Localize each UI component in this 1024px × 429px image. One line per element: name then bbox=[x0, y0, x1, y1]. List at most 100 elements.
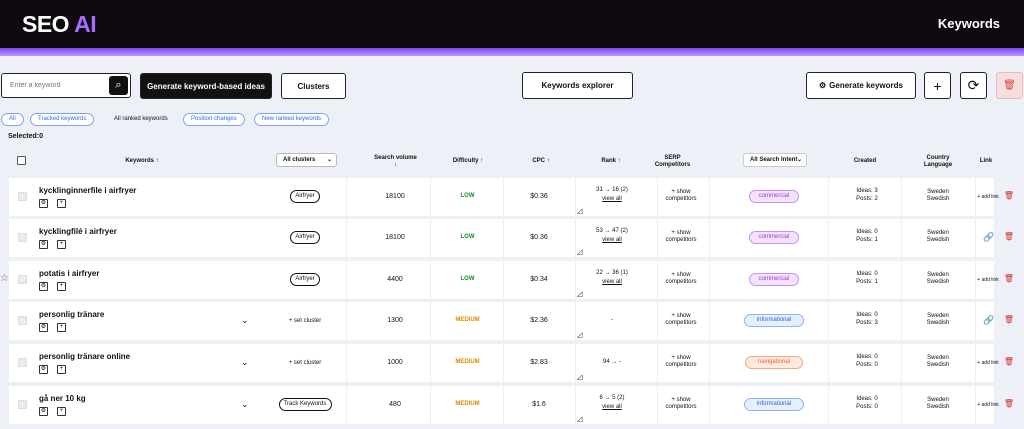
show-competitors-link[interactable]: + show competitors bbox=[665, 189, 697, 202]
generate-keyword-ideas-button[interactable]: Generate keyword-based ideas bbox=[140, 73, 272, 99]
intent-badge[interactable]: commercial bbox=[749, 190, 799, 203]
refresh-button[interactable]: ⟳ bbox=[960, 72, 987, 99]
cluster-pill[interactable]: Airfryer bbox=[290, 273, 320, 286]
keywords-explorer-button[interactable]: Keywords explorer bbox=[522, 72, 633, 99]
difficulty-value: MEDIUM bbox=[455, 401, 480, 407]
view-all-link[interactable]: view all bbox=[602, 237, 622, 243]
search-icon[interactable]: ⌕ bbox=[109, 76, 128, 95]
add-icon[interactable]: + bbox=[57, 199, 66, 208]
divider bbox=[828, 386, 829, 424]
col-search-volume[interactable]: Search volume ↓ bbox=[374, 155, 417, 168]
clusters-button[interactable]: Clusters bbox=[281, 73, 346, 99]
search-intent-filter-dropdown[interactable]: All Search Intent ⌄ bbox=[743, 153, 807, 167]
chevron-down-icon[interactable]: ⌄ bbox=[241, 315, 249, 325]
set-cluster-link[interactable]: + set cluster bbox=[288, 318, 322, 324]
col-rank[interactable]: Rank ↑ bbox=[601, 158, 621, 164]
cluster-pill[interactable]: Airfryer bbox=[290, 190, 320, 203]
trash-icon[interactable]: 🗑 bbox=[1003, 191, 1015, 200]
keyword-search-input[interactable] bbox=[10, 82, 105, 89]
chart-icon[interactable]: ◿ bbox=[577, 208, 583, 215]
col-difficulty[interactable]: Difficulty ↑ bbox=[452, 158, 484, 164]
intent-badge[interactable]: commercial bbox=[749, 273, 799, 286]
trash-icon[interactable]: 🗑 bbox=[1003, 232, 1015, 241]
row-checkbox[interactable] bbox=[18, 233, 27, 242]
show-competitors-link[interactable]: + show competitors bbox=[665, 230, 697, 243]
cluster-pill[interactable]: Airfryer bbox=[290, 231, 320, 244]
filter-position-changes[interactable]: Position changes bbox=[183, 113, 245, 126]
trash-icon[interactable]: 🗑 bbox=[1003, 357, 1015, 366]
add-link-button[interactable]: + add link bbox=[977, 402, 999, 408]
chart-icon[interactable]: ◿ bbox=[577, 374, 583, 381]
settings-icon[interactable]: ⚙ bbox=[39, 407, 48, 416]
divider bbox=[975, 219, 976, 257]
add-keyword-button[interactable]: + bbox=[924, 72, 951, 99]
col-link: Link bbox=[979, 158, 993, 164]
logo[interactable]: SEO AI bbox=[22, 11, 97, 37]
view-all-link[interactable]: view all bbox=[602, 404, 622, 410]
settings-icon[interactable]: ⚙ bbox=[39, 365, 48, 374]
divider bbox=[430, 219, 431, 257]
settings-icon[interactable]: ⚙ bbox=[39, 323, 48, 332]
cpc-value: $2.83 bbox=[530, 359, 548, 366]
trash-icon[interactable]: 🗑 bbox=[1003, 399, 1015, 408]
divider bbox=[346, 302, 347, 340]
add-icon[interactable]: + bbox=[57, 407, 66, 416]
chart-icon[interactable]: ◿ bbox=[577, 332, 583, 339]
intent-badge[interactable]: informational bbox=[743, 314, 805, 327]
intent-badge[interactable]: navigational bbox=[745, 356, 803, 369]
star-icon[interactable]: ☆ bbox=[0, 273, 9, 284]
add-link-button[interactable]: + add link bbox=[977, 194, 999, 200]
show-competitors-link[interactable]: + show competitors bbox=[665, 313, 697, 326]
select-all-checkbox[interactable] bbox=[17, 156, 26, 165]
ideas-count: Ideas: 0 bbox=[856, 312, 878, 318]
filter-all-ranked-keywords[interactable]: All ranked keywords bbox=[114, 116, 168, 122]
divider bbox=[828, 344, 829, 382]
chart-icon[interactable]: ◿ bbox=[577, 291, 583, 298]
row-checkbox[interactable] bbox=[18, 275, 27, 284]
delete-selected-button[interactable]: 🗑 bbox=[996, 72, 1023, 99]
add-icon[interactable]: + bbox=[57, 282, 66, 291]
chevron-down-icon[interactable]: ⌄ bbox=[241, 357, 249, 367]
row-checkbox[interactable] bbox=[18, 192, 27, 201]
show-competitors-link[interactable]: + show competitors bbox=[665, 355, 697, 368]
settings-icon[interactable]: ⚙ bbox=[39, 240, 48, 249]
view-all-link[interactable]: view all bbox=[602, 196, 622, 202]
country-value: Sweden bbox=[927, 355, 949, 361]
add-icon[interactable]: + bbox=[57, 323, 66, 332]
add-icon[interactable]: + bbox=[57, 240, 66, 249]
chart-icon[interactable]: ◿ bbox=[577, 416, 583, 423]
show-competitors-link[interactable]: + show competitors bbox=[665, 397, 697, 410]
cpc-value: $0.34 bbox=[530, 276, 548, 283]
trash-icon[interactable]: 🗑 bbox=[1003, 315, 1015, 324]
posts-count: Posts: 1 bbox=[856, 237, 878, 243]
chart-icon[interactable]: ◿ bbox=[577, 249, 583, 256]
set-cluster-link[interactable]: + set cluster bbox=[288, 360, 322, 366]
divider bbox=[657, 302, 658, 340]
show-competitors-link[interactable]: + show competitors bbox=[665, 272, 697, 285]
cluster-pill[interactable]: Track Keywords bbox=[278, 398, 332, 411]
add-link-button[interactable]: + add link bbox=[977, 277, 999, 283]
add-link-button[interactable]: + add link bbox=[977, 360, 999, 366]
cluster-filter-dropdown[interactable]: All clusters ⌄ bbox=[276, 153, 337, 167]
settings-icon[interactable]: ⚙ bbox=[39, 199, 48, 208]
filter-new-ranked-keywords[interactable]: New ranked keywords bbox=[254, 113, 330, 126]
divider bbox=[975, 386, 976, 424]
filter-tracked-keywords[interactable]: Tracked keywords bbox=[30, 113, 95, 126]
col-cpc[interactable]: CPC ↑ bbox=[532, 158, 550, 164]
col-keywords[interactable]: Keywords ↑ bbox=[125, 158, 159, 164]
trash-icon[interactable]: 🗑 bbox=[1003, 274, 1015, 283]
filter-all[interactable]: All bbox=[1, 113, 24, 126]
generate-keywords-button[interactable]: ⚙ Generate keywords bbox=[806, 72, 916, 99]
intent-badge[interactable]: informational bbox=[743, 398, 805, 411]
link-icon[interactable]: 🔗 bbox=[983, 315, 995, 325]
settings-icon[interactable]: ⚙ bbox=[39, 282, 48, 291]
link-icon[interactable]: 🔗 bbox=[983, 232, 995, 242]
row-checkbox[interactable] bbox=[18, 358, 27, 367]
intent-badge[interactable]: commercial bbox=[749, 231, 799, 244]
add-icon[interactable]: + bbox=[57, 365, 66, 374]
view-all-link[interactable]: view all bbox=[602, 279, 622, 285]
divider bbox=[503, 219, 504, 257]
row-checkbox[interactable] bbox=[18, 316, 27, 325]
chevron-down-icon[interactable]: ⌄ bbox=[241, 399, 249, 409]
row-checkbox[interactable] bbox=[18, 400, 27, 409]
